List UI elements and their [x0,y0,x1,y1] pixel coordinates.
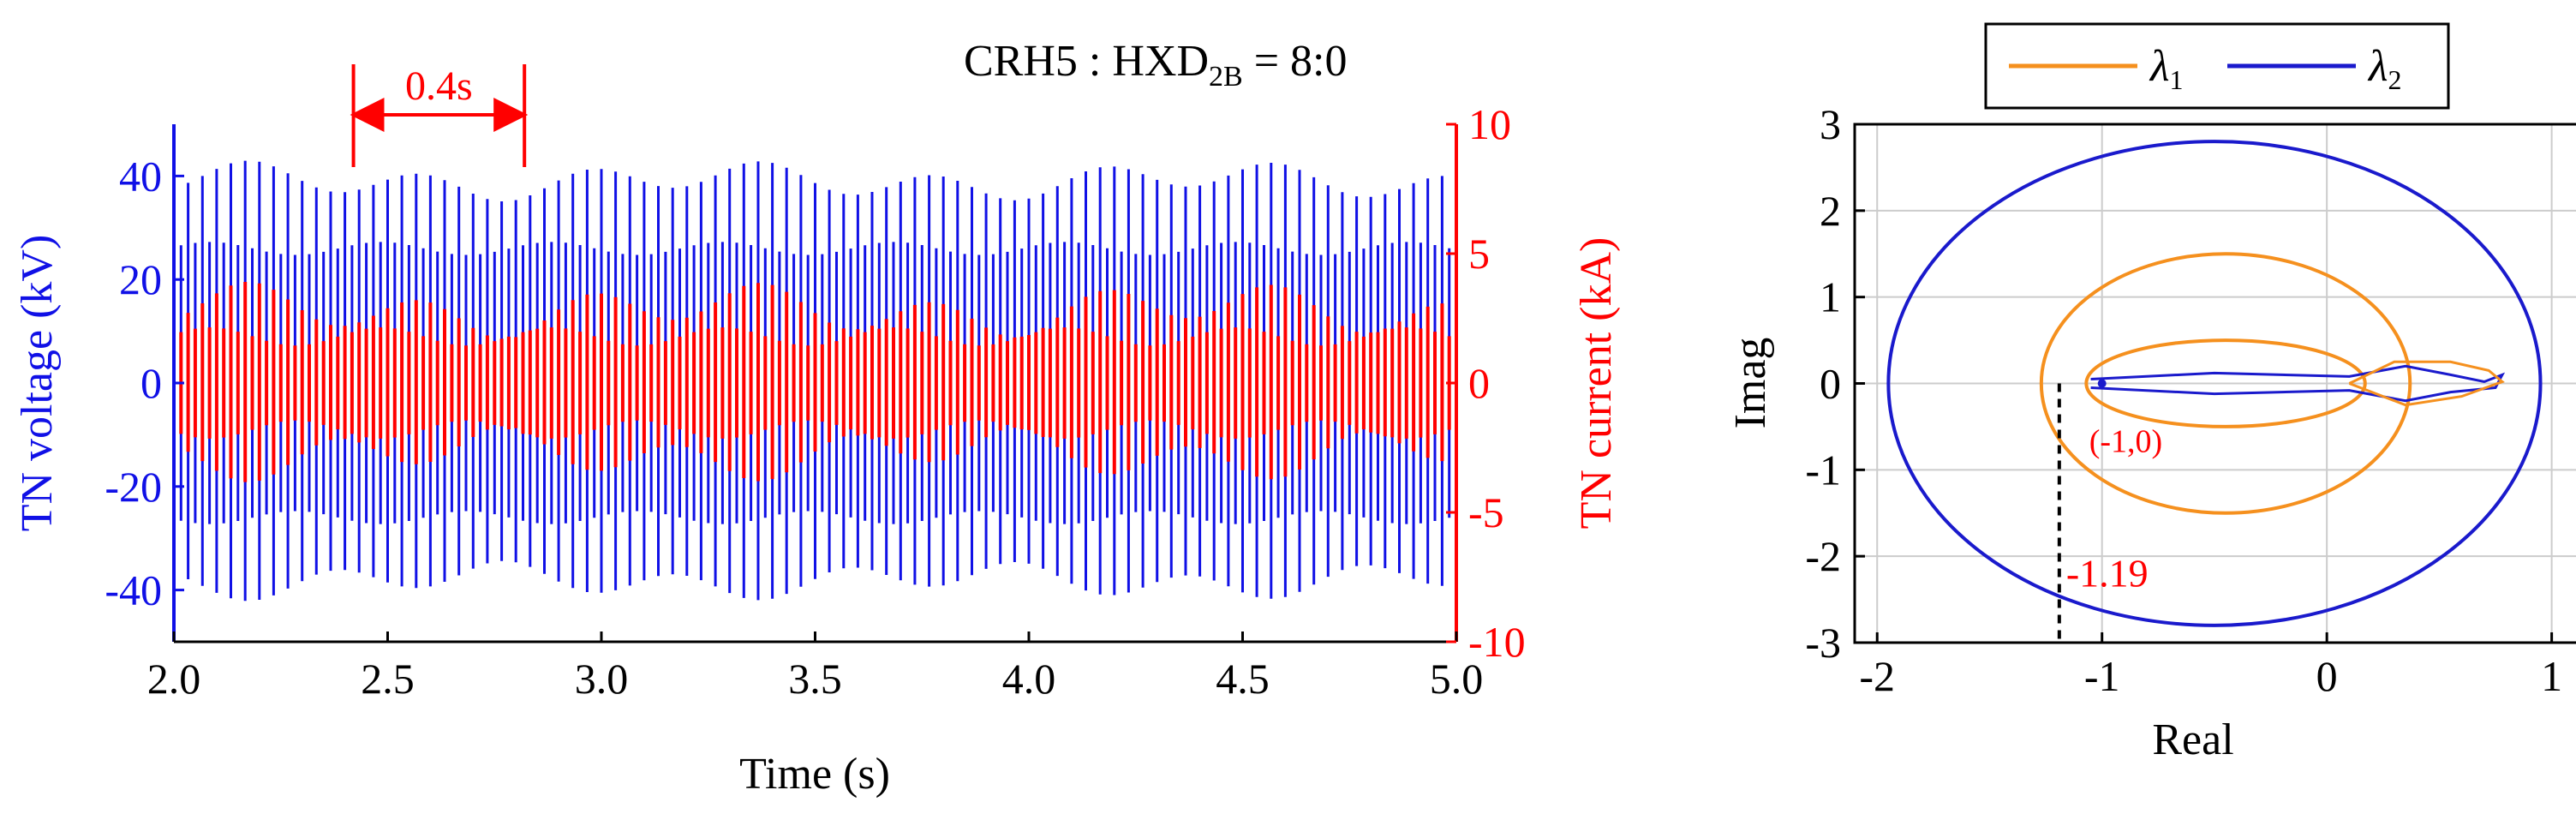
left-y-axis-label: TN voltage (kV) [13,235,62,532]
right-y-tick-label: 0 [1468,359,1490,407]
lambda1-outer-loop [2039,252,2412,515]
nyquist-y-tick-label: 2 [1820,187,1841,235]
period-annotation: 0.4s [350,63,529,167]
x-tick-label: 2.0 [147,655,201,703]
nyquist-y-tick-label: 1 [1820,273,1841,321]
left-y-tick-label: 40 [119,152,162,200]
nyquist-legend: λ1 λ2 [1984,22,2450,110]
nyquist-x-tick-label: 1 [2541,652,2562,700]
crossing-value-label: -1.19 [2066,551,2149,595]
nyquist-y-tick-label: -3 [1805,619,1841,667]
x-tick-label: 2.5 [361,655,415,703]
right-y-tick-label: -5 [1468,488,1504,536]
right-y-tick-label: 5 [1468,230,1490,278]
time-domain-chart: 2.0 2.5 3.0 3.5 4.0 4.5 5.0 -40 -20 0 20 40 -10 -5 0… [13,37,1621,799]
legend-lambda1-label: λ1 [2149,42,2184,95]
chart-title: CRH5 : HXD2B = 8:0 [964,37,1348,93]
left-y-tick-label: -40 [105,566,162,614]
right-y-axis-label: TN current (kA) [1572,237,1621,530]
x-axis-ticks: 2.0 2.5 3.0 3.5 4.0 4.5 5.0 [147,631,1484,703]
nyquist-x-tick-label: -1 [2084,652,2120,700]
left-y-tick-label: 0 [140,359,162,407]
right-y-tick-label: 10 [1468,100,1511,148]
legend-lambda2-label: λ2 [2367,42,2402,95]
nyquist-y-axis-label: Imag [1726,338,1775,429]
left-y-tick-label: -20 [105,463,162,511]
series-tn-current-envelope [174,282,1456,482]
right-y-tick-label: -10 [1468,618,1526,666]
nyquist-y-ticks: -3 -2 -1 0 1 2 3 [1805,100,1865,667]
period-label: 0.4s [405,63,473,109]
nyquist-chart: -2 -1 0 1 -3 -2 -1 0 1 2 3 Real Imag (-1,0) -1.19… [1726,22,2576,764]
x-axis-label: Time (s) [739,750,890,799]
x-tick-label: 4.5 [1216,655,1270,703]
nyquist-x-axis-label: Real [2152,715,2233,764]
nyquist-x-ticks: -2 -1 0 1 [1859,632,2562,700]
left-y-tick-label: 20 [119,255,162,303]
x-tick-label: 3.5 [788,655,842,703]
nyquist-y-tick-label: 0 [1820,360,1841,408]
nyquist-y-tick-label: 3 [1820,100,1841,148]
lambda2-outer-loop [1886,140,2543,627]
critical-point-label: (-1,0) [2089,424,2162,460]
time-series-area [174,160,1456,602]
nyquist-grid [1855,123,2576,643]
nyquist-x-tick-label: -2 [1859,652,1895,700]
x-tick-label: 3.0 [575,655,629,703]
lambda2-inner-lobe [2090,364,2506,403]
left-y-axis-ticks: -40 -20 0 20 40 [105,152,184,614]
x-tick-label: 5.0 [1430,655,1484,703]
nyquist-y-tick-label: -2 [1805,532,1841,580]
nyquist-curves [1886,140,2543,627]
critical-point-marker [2097,379,2107,388]
lambda1-inner-loop [2084,338,2367,428]
nyquist-x-tick-label: 0 [2316,652,2338,700]
right-y-axis-ticks: -10 -5 0 5 10 [1446,100,1526,666]
lambda1-right-lobe [2348,360,2505,407]
nyquist-y-tick-label: -1 [1805,446,1841,494]
x-tick-label: 4.0 [1002,655,1056,703]
